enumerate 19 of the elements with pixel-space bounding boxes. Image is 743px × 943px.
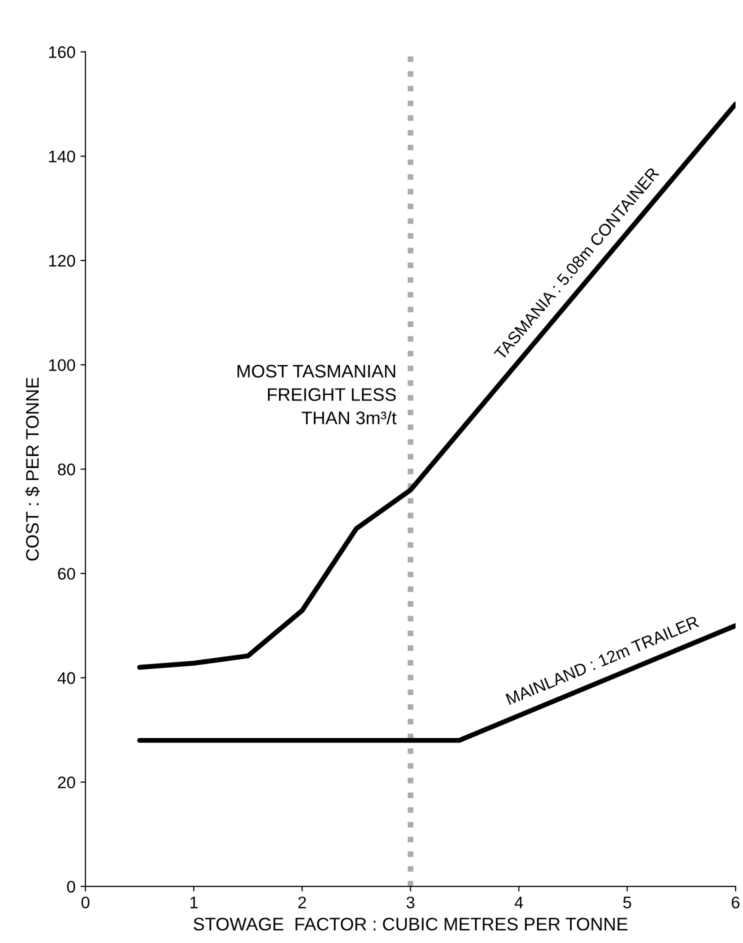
x-tick-label: 3 <box>406 896 414 908</box>
annotation: MOST TASMANIAN FREIGHT LESS THAN 3m³/t <box>238 364 396 424</box>
y-tick-label: 60 <box>58 568 76 580</box>
x-tick-label: 1 <box>190 896 198 908</box>
x-tick-label: 5 <box>623 896 632 908</box>
x-axis-title: STOWAGE FACTOR : CUBIC METRES PER TONNE <box>194 918 628 930</box>
y-tick-label: 120 <box>49 254 76 267</box>
x-tick-label: 2 <box>298 896 306 908</box>
y-tick-label: 160 <box>49 46 76 58</box>
y-tick-label: 140 <box>49 150 76 162</box>
y-tick-label: 0 <box>67 880 76 893</box>
y-tick-label: 100 <box>49 359 76 372</box>
y-tick-label: 20 <box>58 776 76 788</box>
y-axis-title: COST : $ PER TONNE <box>25 378 40 561</box>
x-tick-label: 6 <box>732 896 740 908</box>
x-tick-label: 4 <box>514 896 524 908</box>
y-tick-label: 80 <box>58 464 76 476</box>
x-tick-label: 0 <box>81 896 90 908</box>
y-tick-label: 40 <box>58 672 76 684</box>
